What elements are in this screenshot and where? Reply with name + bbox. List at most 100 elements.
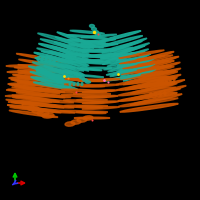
Ellipse shape (19, 59, 65, 68)
Ellipse shape (41, 51, 76, 58)
Ellipse shape (159, 92, 161, 96)
Ellipse shape (35, 58, 84, 71)
Ellipse shape (44, 66, 84, 80)
Ellipse shape (9, 84, 65, 92)
Ellipse shape (118, 50, 164, 58)
Ellipse shape (104, 64, 137, 70)
Ellipse shape (37, 111, 49, 116)
Ellipse shape (102, 41, 142, 52)
Ellipse shape (157, 79, 159, 83)
Ellipse shape (150, 93, 152, 96)
Ellipse shape (38, 61, 75, 68)
Ellipse shape (57, 32, 95, 46)
Ellipse shape (66, 58, 103, 62)
Ellipse shape (39, 43, 88, 57)
Ellipse shape (130, 94, 182, 105)
Ellipse shape (81, 43, 111, 45)
Ellipse shape (82, 53, 119, 57)
Ellipse shape (142, 74, 181, 85)
Ellipse shape (123, 69, 156, 81)
Ellipse shape (80, 67, 112, 69)
Ellipse shape (135, 56, 179, 68)
Ellipse shape (96, 33, 100, 37)
Ellipse shape (46, 55, 89, 71)
Ellipse shape (32, 62, 84, 76)
Ellipse shape (82, 61, 110, 63)
Ellipse shape (81, 34, 117, 38)
Ellipse shape (77, 75, 81, 77)
Ellipse shape (37, 72, 74, 79)
Ellipse shape (77, 68, 102, 71)
Ellipse shape (76, 105, 108, 107)
Ellipse shape (66, 35, 108, 39)
Ellipse shape (80, 49, 112, 51)
Ellipse shape (94, 30, 98, 34)
Ellipse shape (6, 99, 64, 108)
Ellipse shape (51, 46, 91, 61)
Ellipse shape (83, 116, 93, 120)
Ellipse shape (116, 49, 148, 61)
Ellipse shape (104, 74, 140, 81)
Ellipse shape (108, 61, 147, 72)
Ellipse shape (14, 86, 60, 94)
Ellipse shape (41, 57, 43, 61)
Ellipse shape (73, 93, 111, 95)
Ellipse shape (40, 39, 89, 52)
Ellipse shape (124, 61, 174, 72)
Ellipse shape (61, 94, 107, 98)
Ellipse shape (121, 64, 155, 76)
Ellipse shape (45, 58, 47, 62)
Ellipse shape (15, 75, 62, 82)
Ellipse shape (44, 71, 52, 77)
Ellipse shape (121, 71, 169, 80)
Ellipse shape (6, 89, 54, 91)
Ellipse shape (42, 113, 54, 118)
Ellipse shape (49, 51, 89, 66)
Ellipse shape (22, 103, 34, 109)
Ellipse shape (78, 55, 104, 57)
Ellipse shape (66, 53, 105, 57)
Ellipse shape (49, 59, 51, 63)
Ellipse shape (74, 117, 110, 119)
Ellipse shape (65, 105, 102, 108)
Ellipse shape (67, 39, 105, 43)
Ellipse shape (29, 66, 85, 82)
Ellipse shape (12, 87, 76, 93)
Ellipse shape (65, 78, 105, 82)
Ellipse shape (169, 77, 171, 81)
Ellipse shape (37, 48, 87, 62)
Ellipse shape (107, 56, 145, 67)
Ellipse shape (34, 52, 87, 67)
Ellipse shape (47, 61, 84, 75)
Ellipse shape (81, 83, 83, 86)
Ellipse shape (139, 68, 181, 80)
Ellipse shape (54, 42, 91, 56)
Ellipse shape (55, 37, 94, 51)
Ellipse shape (80, 77, 84, 79)
Ellipse shape (116, 65, 171, 74)
Ellipse shape (173, 77, 175, 81)
Ellipse shape (7, 105, 61, 113)
Ellipse shape (111, 43, 149, 57)
Ellipse shape (6, 65, 54, 67)
Ellipse shape (5, 95, 55, 97)
Ellipse shape (123, 61, 163, 68)
Ellipse shape (11, 79, 65, 87)
Ellipse shape (31, 77, 78, 90)
Ellipse shape (83, 39, 116, 42)
Ellipse shape (92, 27, 96, 31)
Ellipse shape (64, 84, 105, 87)
Ellipse shape (79, 79, 120, 81)
Ellipse shape (83, 95, 118, 98)
Ellipse shape (16, 53, 69, 63)
Ellipse shape (13, 97, 74, 103)
Ellipse shape (125, 71, 178, 83)
Ellipse shape (102, 47, 133, 53)
Ellipse shape (13, 74, 66, 84)
Ellipse shape (37, 66, 75, 74)
Ellipse shape (11, 102, 74, 108)
Ellipse shape (117, 82, 175, 90)
Ellipse shape (83, 79, 87, 81)
Ellipse shape (121, 66, 167, 74)
Ellipse shape (32, 108, 44, 113)
